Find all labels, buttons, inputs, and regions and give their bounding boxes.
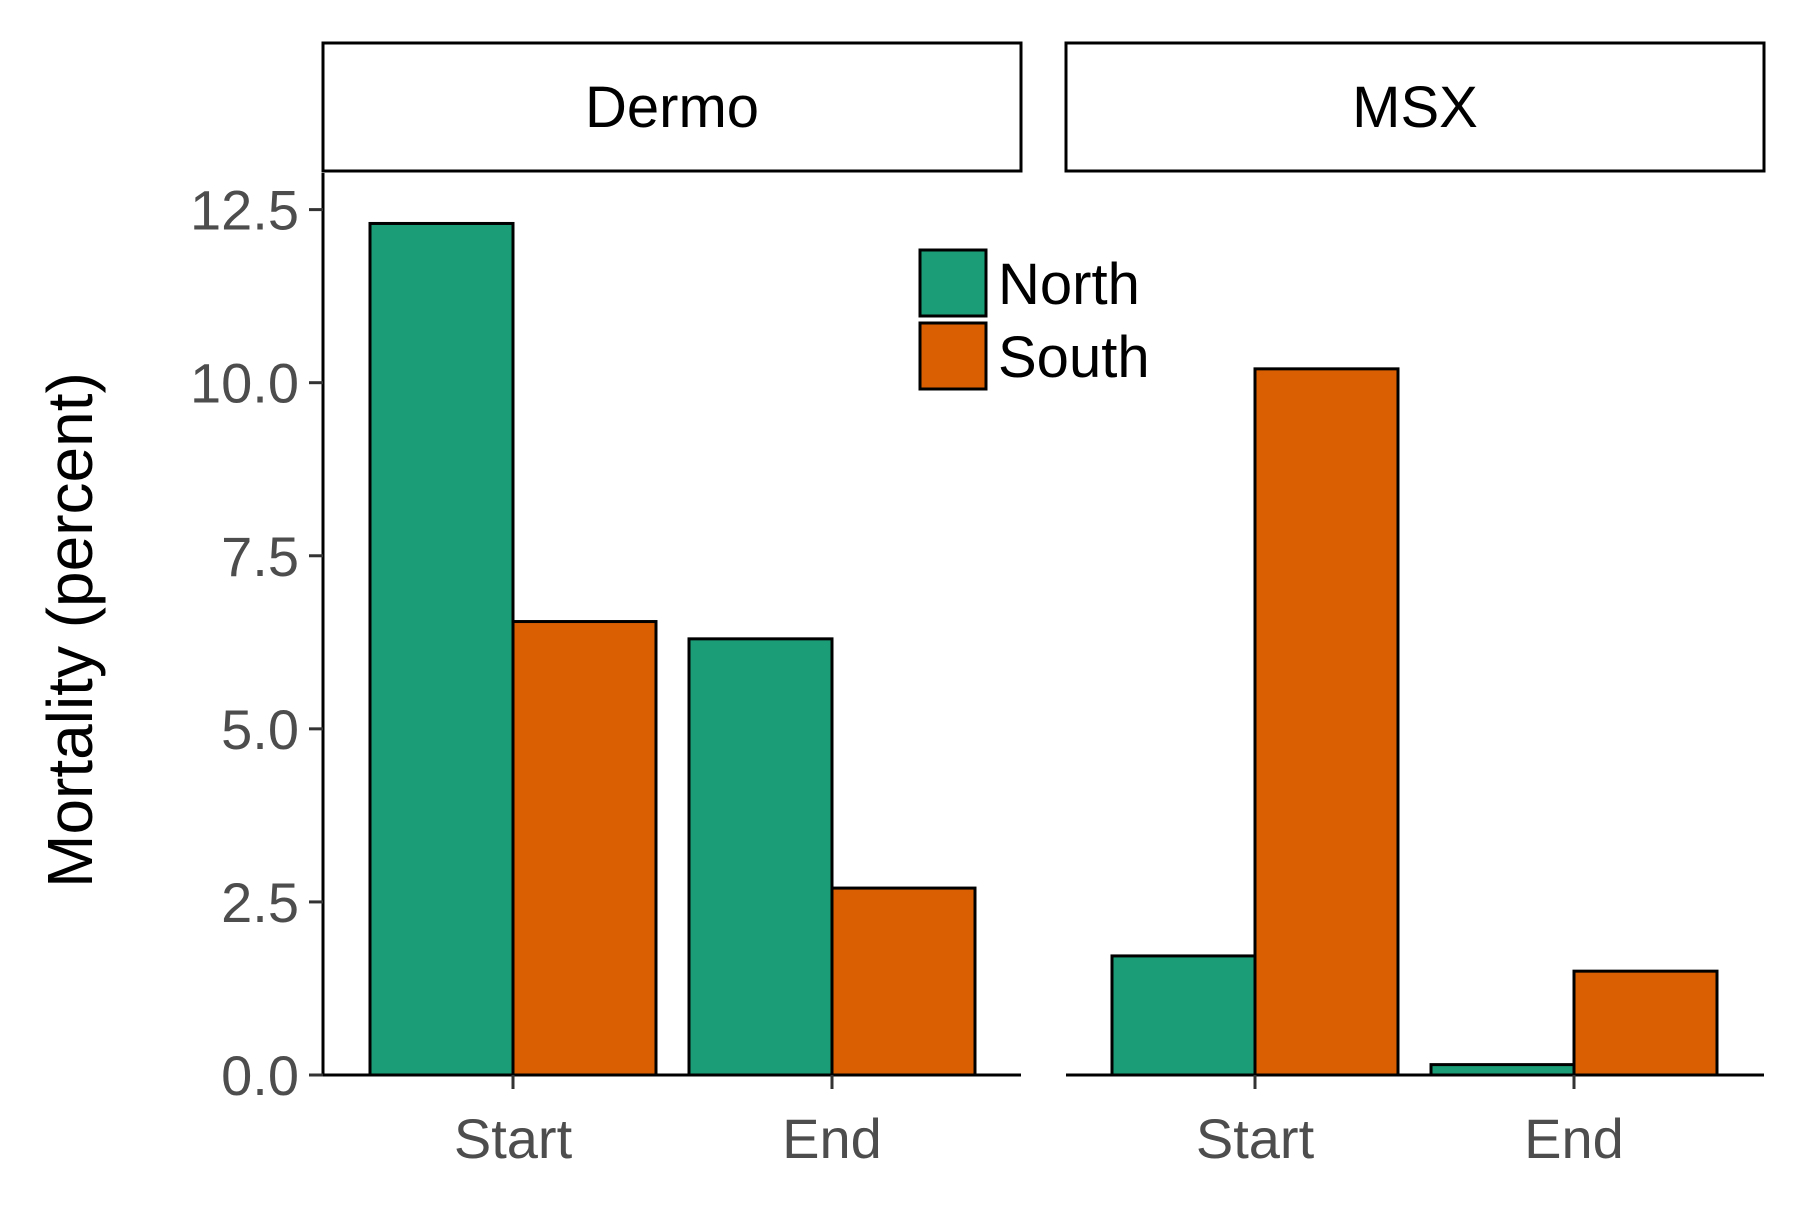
- bar-north-end: [687, 637, 834, 1077]
- y-axis: 0.0 2.5 5.0 7.5 10.0 12.5: [190, 173, 325, 1107]
- panel-strip-label: Dermo: [585, 75, 759, 140]
- panels-layer: Dermo Start End MSX Start End: [321, 41, 1766, 1170]
- y-tick-label: 7.5: [221, 525, 299, 588]
- x-tick-label: Start: [1196, 1107, 1315, 1170]
- legend-label: South: [998, 325, 1150, 390]
- x-tick-label: End: [1524, 1107, 1624, 1170]
- y-tick-label: 0.0: [221, 1044, 299, 1107]
- y-axis-title: Mortality (percent): [34, 372, 106, 888]
- legend: North South: [918, 248, 1150, 391]
- bar-south-end: [1572, 969, 1719, 1077]
- panel-dermo: Dermo Start End: [321, 41, 1023, 1170]
- panel-strip-label: MSX: [1352, 75, 1478, 140]
- y-tick-label: 2.5: [221, 871, 299, 934]
- y-tick-label: 5.0: [221, 698, 299, 761]
- bar-north-start: [368, 221, 515, 1077]
- panel-strip: [321, 41, 1023, 173]
- y-tick-label: 12.5: [190, 179, 299, 242]
- legend-key: [918, 321, 988, 391]
- legend-item-north: North: [918, 248, 1140, 318]
- legend-item-south: South: [918, 321, 1150, 391]
- legend-key: [918, 248, 988, 318]
- bar-south-start: [1253, 367, 1400, 1077]
- panel-strip: [1064, 41, 1766, 173]
- bar-south-start: [511, 620, 658, 1077]
- x-tick-label: End: [782, 1107, 882, 1170]
- bar-south-end: [830, 886, 977, 1077]
- y-tick-label: 10.0: [190, 352, 299, 415]
- bar-north-end: [1429, 1063, 1576, 1077]
- panel-msx: MSX Start End: [1064, 41, 1766, 1170]
- bar-north-start: [1110, 954, 1257, 1077]
- legend-label: North: [998, 252, 1140, 317]
- x-tick-label: Start: [454, 1107, 573, 1170]
